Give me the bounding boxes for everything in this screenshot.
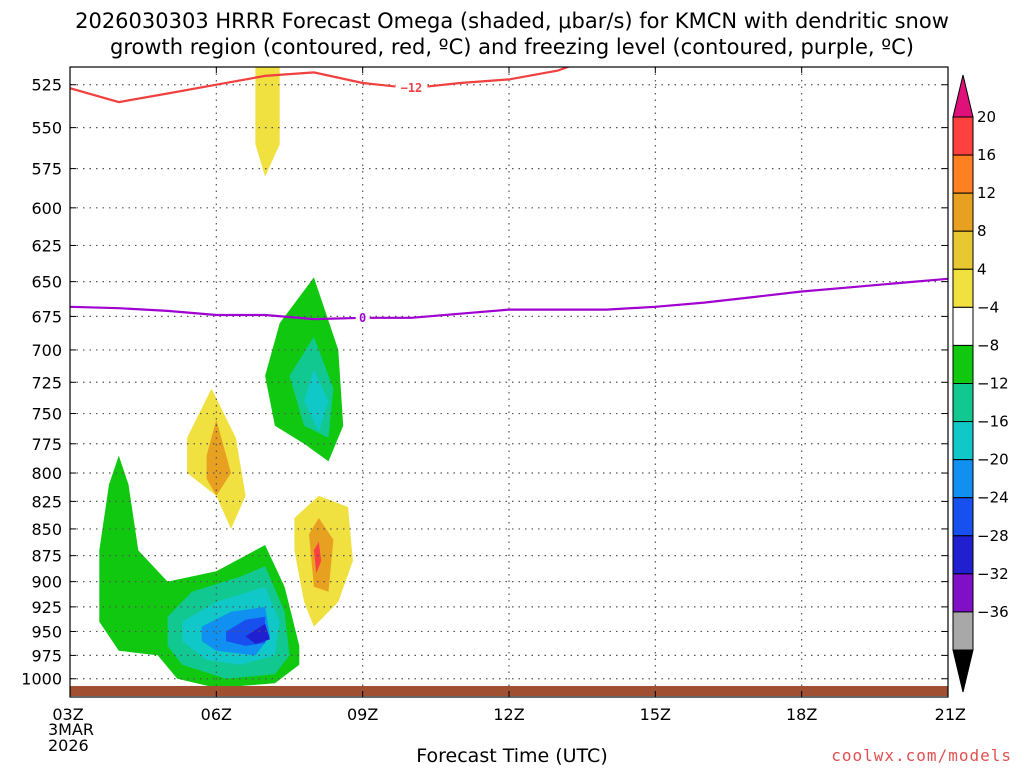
colorbar-label: −16: [977, 413, 1009, 431]
y-tick-label: 775: [31, 435, 62, 454]
y-tick-label: 600: [31, 199, 62, 218]
y-tick-label: 875: [31, 547, 62, 566]
colorbar-label: −4: [977, 298, 999, 316]
y-tick-label: 625: [31, 236, 62, 255]
contour-label-bg: [395, 80, 428, 97]
chart-title-line2: growth region (contoured, red, ºC) and f…: [110, 35, 914, 59]
colorbar-swatch: [952, 421, 974, 461]
y-tick-label: 800: [31, 464, 62, 483]
contour-freezing-level-0: [70, 277, 948, 321]
y-tick-label: 650: [31, 273, 62, 292]
colorbar-swatch: [952, 116, 974, 156]
colorbar-label: −12: [977, 375, 1009, 393]
plot-area: −12 0: [70, 67, 948, 697]
contour-label-minus12: −12: [401, 81, 423, 95]
omega-region-red-lower-right: [313, 541, 322, 574]
x-tick-label: 06Z: [201, 705, 232, 724]
chart-title: 2026030303 HRRR Forecast Omega (shaded, …: [0, 8, 1024, 60]
y-tick-label: 850: [31, 520, 62, 539]
colorbar-swatch: [952, 192, 974, 232]
omega-region-orange-lower-right: [309, 518, 334, 592]
y-tick-label: 675: [31, 307, 62, 326]
y-tick-label: 1000: [21, 670, 62, 689]
x-tick-label: 09Z: [347, 705, 378, 724]
colorbar-swatch: [952, 154, 974, 194]
x-axis-label: Forecast Time (UTC): [416, 745, 608, 767]
y-tick-label: 575: [31, 160, 62, 179]
contour-label-zero: 0: [359, 311, 366, 325]
colorbar-label: 12: [977, 184, 996, 202]
colorbar-label: −8: [977, 336, 999, 354]
colorbar-swatch: [952, 268, 974, 308]
colorbar-label: 4: [977, 260, 987, 278]
x-tick-label: 03Z: [52, 705, 83, 724]
colorbar-bottom-arrow: [952, 649, 974, 693]
x-start-date-year: 2026: [48, 736, 89, 755]
colorbar-swatch: [952, 344, 974, 384]
colorbar-swatch: [952, 383, 974, 423]
contour-dendritic-growth-minus12: [70, 67, 571, 104]
colorbar-swatch: [952, 611, 974, 651]
colorbar-label: −24: [977, 489, 1009, 507]
y-tick-label: 950: [31, 622, 62, 641]
y-tick-label: 825: [31, 492, 62, 511]
colorbar-top-arrow: [952, 74, 974, 118]
colorbar-label: −20: [977, 451, 1009, 469]
y-tick-label: 550: [31, 119, 62, 138]
colorbar-label: 16: [977, 146, 996, 164]
x-tick-label: 15Z: [640, 705, 671, 724]
omega-region-yellow-upper: [255, 67, 280, 177]
omega-region-deep-blue-lower: [245, 623, 270, 644]
omega-region-orange-mid-left: [206, 419, 231, 496]
y-tick-label: 975: [31, 646, 62, 665]
colorbar-swatch: [952, 306, 974, 346]
colorbar-swatch: [952, 497, 974, 537]
y-tick-label: 525: [31, 76, 62, 95]
y-tick-label: 925: [31, 598, 62, 617]
y-tick-label: 700: [31, 341, 62, 360]
colorbar: 20 16 12 8 4 −4 −8 −12 −16 −20 −24 −28 −32 −36: [952, 74, 1009, 693]
x-start-date-day: 3MAR: [48, 720, 95, 739]
colorbar-label: −32: [977, 565, 1009, 583]
colorbar-label: −36: [977, 603, 1009, 621]
colorbar-label: 20: [977, 108, 996, 126]
colorbar-swatch: [952, 573, 974, 613]
omega-region-cyan-upper-core: [304, 369, 329, 432]
chart-title-line1: 2026030303 HRRR Forecast Omega (shaded, …: [75, 9, 949, 33]
colorbar-label: 8: [977, 222, 987, 240]
colorbar-swatch: [952, 459, 974, 499]
x-tick-label: 12Z: [493, 705, 524, 724]
x-start-date: 3MAR 2026: [48, 722, 94, 754]
y-tick-label: 725: [31, 373, 62, 392]
colorbar-swatch: [952, 230, 974, 270]
contour-label-bg: [355, 309, 370, 326]
y-tick-label: 750: [31, 405, 62, 424]
y-tick-label: 900: [31, 573, 62, 592]
x-tick-label: 21Z: [935, 705, 966, 724]
colorbar-swatch: [952, 535, 974, 575]
colorbar-label: −28: [977, 527, 1009, 545]
credit-link[interactable]: coolwx.com/models: [831, 746, 1012, 765]
x-tick-label: 18Z: [786, 705, 817, 724]
